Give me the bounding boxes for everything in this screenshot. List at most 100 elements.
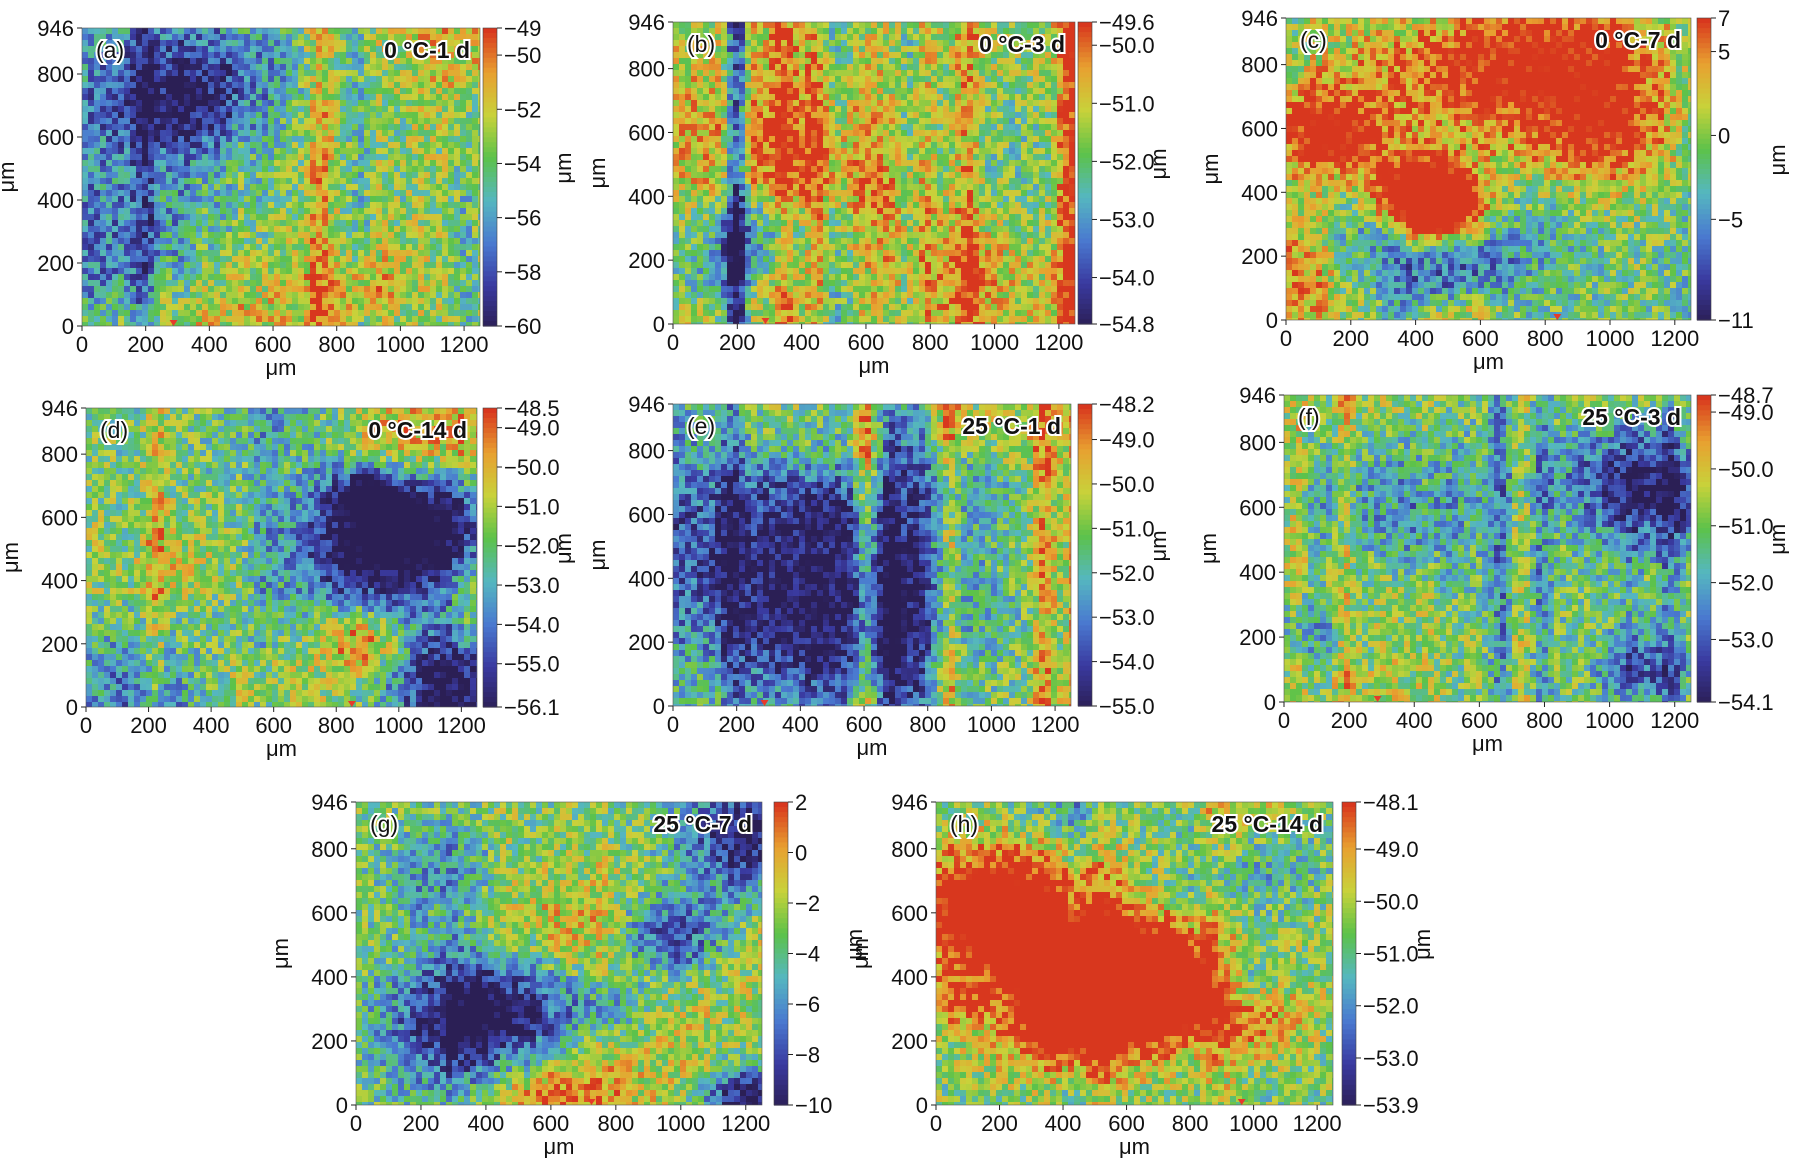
panel-label: (g): [370, 811, 398, 837]
x-tick-label: 1200: [1034, 330, 1083, 355]
colorbar-tick-label: −49: [504, 16, 541, 41]
colorbar-tick-label: −6: [795, 992, 820, 1017]
y-tick-label: 0: [653, 694, 665, 719]
colorbar-tick-label: −53.0: [1099, 605, 1155, 630]
colorbar-tick-label: −53.0: [1718, 627, 1774, 652]
condition-label: 0 °C-3 d: [979, 31, 1065, 57]
x-tick-label: 400: [1396, 708, 1433, 733]
condition-label: 25 °C-7 d: [653, 811, 752, 837]
x-tick-label: 0: [667, 712, 679, 737]
colorbar-label: μm: [551, 153, 576, 184]
condition-label: 25 °C-14 d: [1212, 811, 1323, 837]
y-tick-label: 400: [891, 965, 928, 990]
colorbar-tick-label: −53.0: [1099, 207, 1155, 232]
x-tick-label: 1200: [721, 1111, 770, 1136]
colorbar-tick-label: −54.8: [1099, 312, 1155, 337]
panel-e: 0 200 400 600 800 1000 12000200400600800946μmμ…: [585, 392, 1171, 760]
y-tick-label: 200: [311, 1029, 348, 1054]
y-tick-label: 400: [1239, 560, 1276, 585]
y-tick-label: 946: [628, 392, 665, 417]
x-tick-label: 200: [1332, 326, 1369, 351]
colorbar-tick-label: −10: [795, 1093, 832, 1118]
condition-label: 0 °C-1 d: [384, 37, 470, 63]
colorbar-tick-label: −56: [504, 206, 541, 231]
heatmap-image: [86, 408, 477, 707]
x-tick-label: 200: [130, 713, 167, 738]
y-tick-label: 600: [891, 901, 928, 926]
y-axis-label: μm: [268, 938, 293, 969]
x-tick-label: 600: [533, 1111, 570, 1136]
x-tick-label: 600: [846, 712, 883, 737]
x-tick-label: 400: [191, 332, 228, 357]
heatmap-image: [673, 22, 1075, 324]
x-tick-label: 0: [76, 332, 88, 357]
colorbar-tick-label: 0: [1718, 123, 1730, 148]
colorbar-tick-label: −49.0: [1363, 837, 1419, 862]
y-tick-label: 946: [41, 396, 78, 421]
colorbar-tick-label: −4: [795, 942, 820, 967]
y-tick-label: 600: [628, 120, 665, 145]
colorbar-tick-label: 5: [1718, 40, 1730, 65]
colorbar-tick-label: −2: [795, 891, 820, 916]
x-tick-label: 600: [255, 332, 292, 357]
colorbar-tick-label: −50.0: [1099, 472, 1155, 497]
y-tick-label: 946: [37, 16, 74, 41]
colorbar-tick-label: −51.0: [1099, 91, 1155, 116]
colorbar-tick-label: −49.0: [1099, 428, 1155, 453]
x-tick-label: 800: [318, 332, 355, 357]
x-tick-label: 600: [1108, 1111, 1145, 1136]
x-tick-label: 1200: [437, 713, 486, 738]
x-axis-label: μm: [856, 735, 887, 760]
x-tick-label: 400: [782, 712, 819, 737]
x-tick-label: 600: [1461, 708, 1498, 733]
x-tick-label: 600: [1462, 326, 1499, 351]
condition-label: 25 °C-1 d: [962, 413, 1061, 439]
y-tick-label: 800: [891, 837, 928, 862]
x-tick-label: 400: [1045, 1111, 1082, 1136]
y-tick-label: 600: [1241, 116, 1278, 141]
colorbar-tick-label: −50.0: [1099, 33, 1155, 58]
y-tick-label: 200: [628, 630, 665, 655]
colorbar-tick-label: 2: [795, 790, 807, 815]
y-tick-label: 600: [628, 502, 665, 527]
colorbar-tick-label: −60: [504, 314, 541, 339]
colorbar: −48.2−49.0−50.0−51.0−52.0−53.0−54.0−55.0…: [1078, 392, 1171, 719]
colorbar-tick-label: −50.0: [1363, 889, 1419, 914]
x-tick-label: 1200: [1650, 708, 1699, 733]
colorbar-tick-label: −54.0: [504, 612, 560, 637]
y-tick-label: 600: [311, 901, 348, 926]
colorbar-label: μm: [1765, 524, 1790, 555]
colorbar-label: μm: [1410, 929, 1435, 960]
x-tick-label: 1000: [970, 330, 1019, 355]
x-tick-label: 600: [255, 713, 292, 738]
y-tick-label: 200: [1241, 244, 1278, 269]
y-tick-label: 946: [628, 10, 665, 35]
y-axis-label: μm: [585, 157, 610, 188]
x-tick-label: 1200: [440, 332, 489, 357]
panel-b: 0 200 400 600 800 1000 12000200400600800946μmμ…: [585, 10, 1171, 378]
x-tick-label: 1200: [1293, 1111, 1342, 1136]
y-axis-label: μm: [1196, 533, 1221, 564]
x-tick-label: 800: [597, 1111, 634, 1136]
y-tick-label: 200: [628, 248, 665, 273]
y-tick-label: 200: [1239, 625, 1276, 650]
x-tick-label: 1200: [1031, 712, 1080, 737]
colorbar-tick-label: −52.0: [1099, 561, 1155, 586]
colorbar-tick-label: −52: [504, 97, 541, 122]
x-tick-label: 1000: [374, 713, 423, 738]
x-tick-label: 400: [193, 713, 230, 738]
x-tick-label: 1000: [1229, 1111, 1278, 1136]
panel-label: (c): [1300, 27, 1327, 53]
x-tick-label: 0: [1280, 326, 1292, 351]
colorbar-tick-label: −5: [1718, 207, 1743, 232]
y-tick-label: 800: [311, 837, 348, 862]
x-tick-label: 0: [667, 330, 679, 355]
panel-label: (a): [96, 37, 124, 63]
y-tick-label: 600: [41, 505, 78, 530]
x-tick-label: 800: [909, 712, 946, 737]
colorbar-label: μm: [551, 533, 576, 564]
heatmap-image: [673, 404, 1071, 706]
y-tick-label: 946: [891, 790, 928, 815]
colorbar-tick-label: −11: [1718, 308, 1754, 333]
